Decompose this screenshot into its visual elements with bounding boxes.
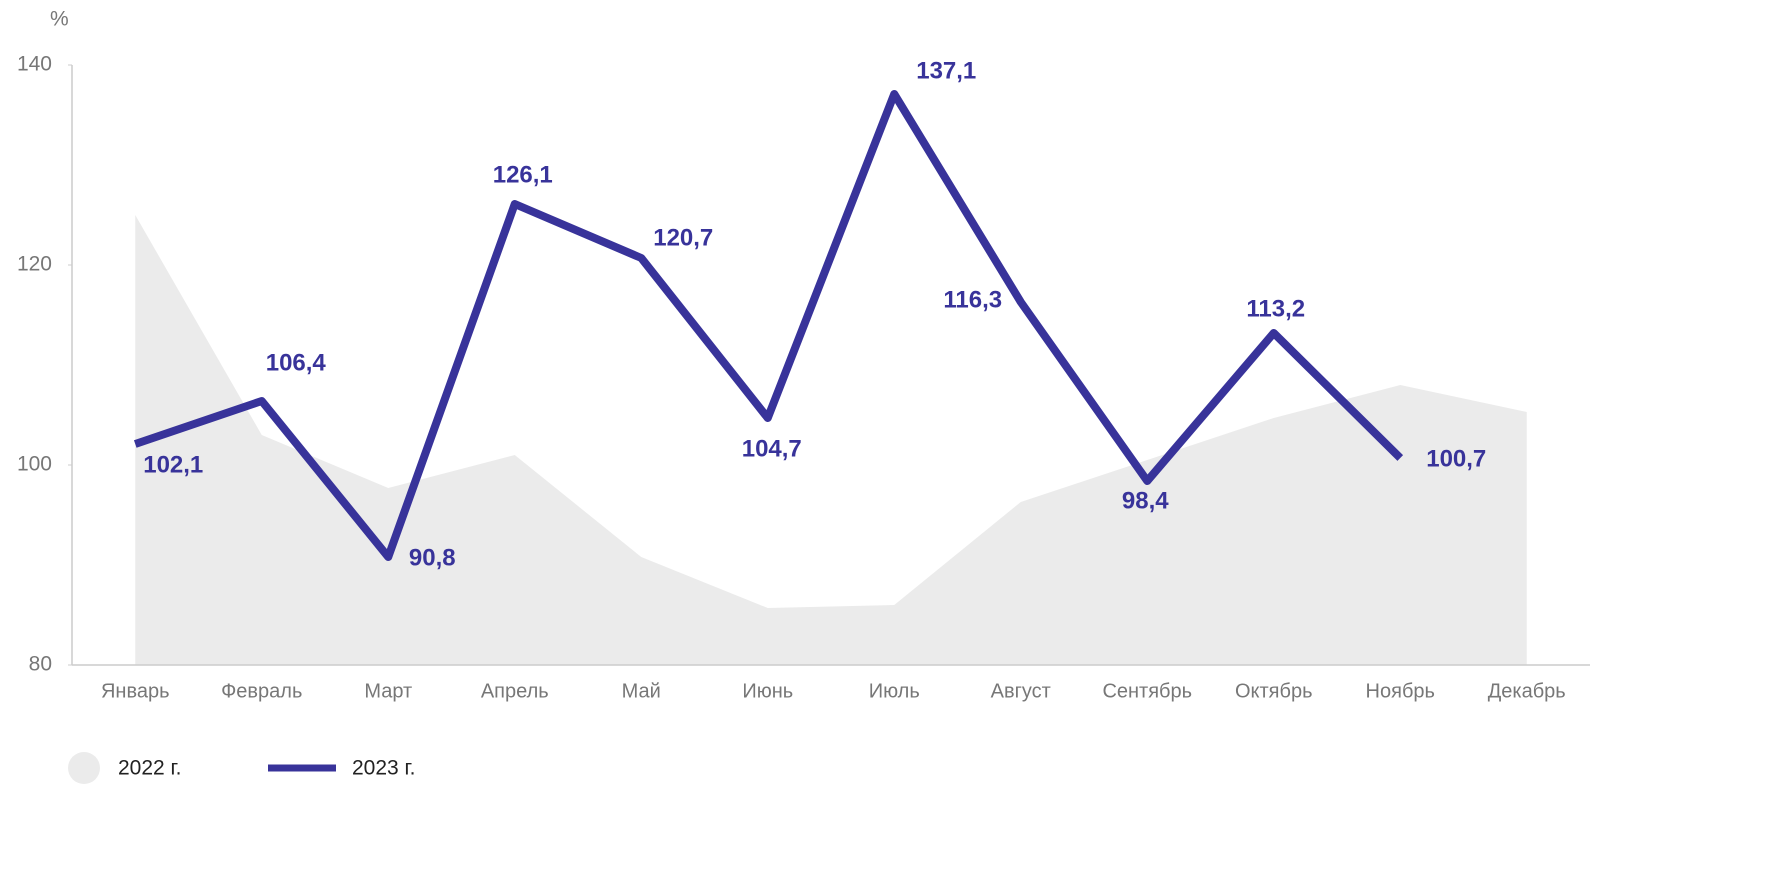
x-tick-label: Май (622, 680, 661, 702)
y-tick-label: 100 (17, 453, 52, 476)
value-label: 120,7 (653, 224, 713, 251)
y-tick-label: 120 (17, 253, 52, 276)
legend-label: 2022 г. (118, 757, 181, 780)
x-tick-label: Сентябрь (1102, 680, 1192, 702)
y-unit: % (50, 8, 69, 31)
x-tick-label: Октябрь (1235, 680, 1313, 702)
value-label: 106,4 (266, 349, 327, 376)
value-label: 100,7 (1426, 445, 1486, 472)
value-label: 104,7 (742, 435, 802, 462)
line (133, 90, 1404, 561)
x-tick-label: Декабрь (1488, 680, 1566, 702)
x-tick-label: Январь (101, 680, 170, 702)
value-label: 90,8 (409, 544, 456, 571)
y-tick-label: 140 (17, 53, 52, 76)
value-label: 102,1 (143, 451, 203, 478)
x-tick-label: Ноябрь (1366, 680, 1435, 702)
x-tick-label: Апрель (481, 680, 549, 702)
value-label: 126,1 (493, 161, 553, 188)
value-label: 98,4 (1122, 487, 1169, 514)
legend-label: 2023 г. (352, 757, 415, 780)
value-label: 137,1 (916, 57, 976, 84)
y-tick-label: 80 (29, 653, 52, 676)
legend-swatch (68, 752, 100, 784)
x-tick-label: Июль (869, 680, 920, 702)
area (135, 215, 1527, 665)
value-label: 116,3 (943, 286, 1002, 313)
x-tick-label: Июнь (742, 680, 793, 702)
x-tick-label: Август (991, 680, 1051, 702)
value-label: 113,2 (1246, 295, 1305, 322)
x-tick-label: Март (364, 680, 412, 702)
x-tick-label: Февраль (221, 680, 302, 702)
